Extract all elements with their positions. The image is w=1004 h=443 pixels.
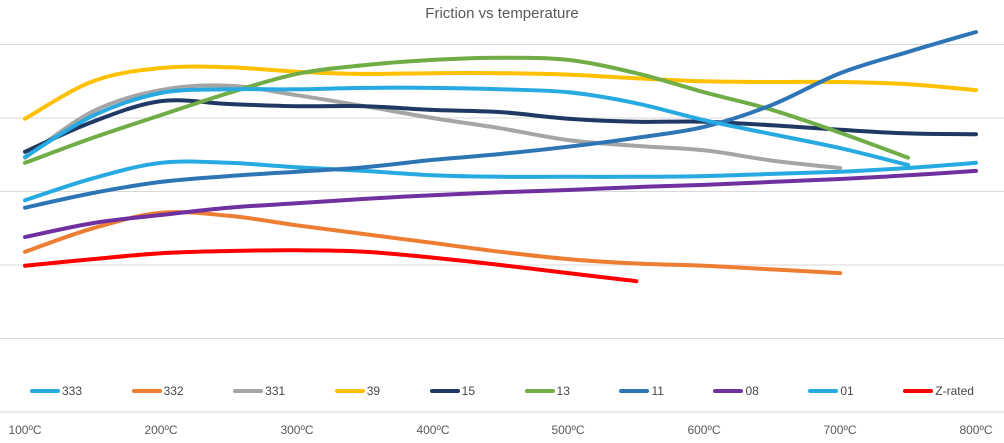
legend-line-marker <box>429 389 460 393</box>
x-axis-label: 500ºC <box>551 423 585 437</box>
legend-line-marker <box>808 389 839 393</box>
legend-label: 333 <box>62 384 83 398</box>
legend-label: Z-rated <box>935 384 974 398</box>
legend-line-marker <box>334 389 365 393</box>
legend-line-marker <box>524 389 555 393</box>
series-line-01 <box>23 85 911 167</box>
legend-item-333[interactable]: 333 <box>30 384 82 398</box>
x-axis-label: 700ºC <box>823 423 857 437</box>
legend-label: 11 <box>651 384 664 398</box>
series-line-08 <box>23 168 978 240</box>
series-line-15 <box>23 98 978 154</box>
legend-label: 331 <box>265 384 286 398</box>
legend-label: 332 <box>163 384 184 398</box>
legend-label: 08 <box>745 384 759 398</box>
legend-item-11[interactable]: 11 <box>619 384 664 398</box>
x-axis-label: 400ºC <box>416 423 450 437</box>
legend-line-marker <box>30 389 60 393</box>
series-line-332 <box>23 210 843 276</box>
legend-label: 15 <box>461 384 475 398</box>
legend-item-15[interactable]: 15 <box>429 384 475 398</box>
chart-title: Friction vs temperature <box>425 5 579 22</box>
legend-line-marker <box>713 389 744 393</box>
x-axis-label: 800ºC <box>959 423 993 437</box>
legend-label: 01 <box>840 384 854 398</box>
x-axis-label: 200ºC <box>144 423 178 437</box>
legend-item-39[interactable]: 39 <box>334 384 381 398</box>
series-line-Z-rated <box>23 248 639 284</box>
legend-item-08[interactable]: 08 <box>713 384 759 398</box>
legend-item-332[interactable]: 332 <box>131 384 184 398</box>
legend-item-331[interactable]: 331 <box>233 384 285 398</box>
x-axis: 100ºC 200ºC 300ºC 400ºC 500ºC 600ºC 700ºC 800ºC <box>0 423 1004 443</box>
series-line-11 <box>23 30 978 210</box>
legend-item-01[interactable]: 01 <box>808 384 854 398</box>
series-line-331 <box>23 83 843 170</box>
x-axis-label: 600ºC <box>687 423 721 437</box>
x-axis-label: 100ºC <box>8 423 42 437</box>
x-axis-label: 300ºC <box>280 423 314 437</box>
legend-line-marker <box>619 389 650 393</box>
legend-item-Z-rated[interactable]: Z-rated <box>903 384 974 398</box>
legend-item-13[interactable]: 13 <box>524 384 570 398</box>
legend: 333 332 331 39 15 13 11 08 01 Z-rated <box>0 384 1004 398</box>
legend-line-marker <box>903 389 934 393</box>
legend-label: 13 <box>556 384 570 398</box>
legend-line-marker <box>233 389 264 393</box>
legend-label: 39 <box>366 384 381 398</box>
series-line-333 <box>23 159 978 203</box>
legend-line-marker <box>131 389 162 393</box>
